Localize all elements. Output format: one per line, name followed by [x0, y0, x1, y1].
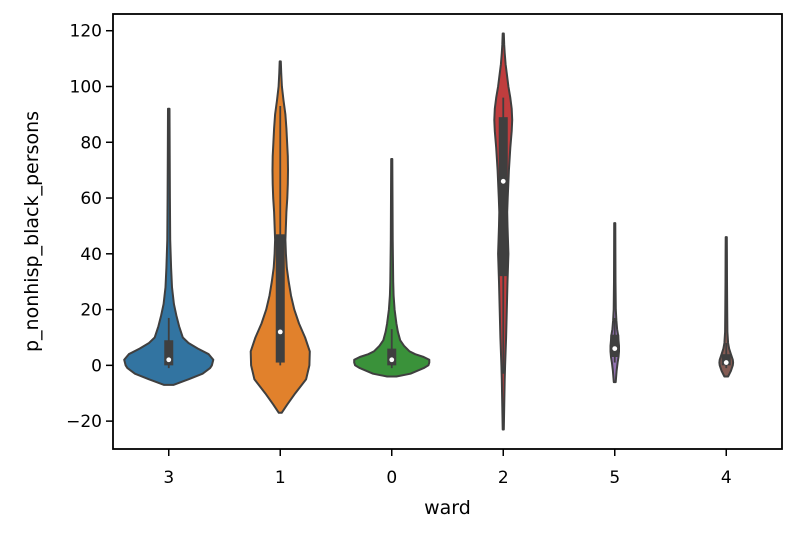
x-axis-label: ward: [424, 497, 471, 519]
y-axis-ticks: −20 0 20 40 60 80 100 120: [66, 22, 113, 432]
violin-0: [353, 158, 431, 378]
y-tick-label: 60: [80, 189, 102, 209]
violin-body: [353, 158, 431, 378]
violin-iqr-box: [610, 334, 620, 357]
violin-median-point: [723, 360, 729, 365]
violin-iqr-box: [721, 354, 731, 366]
violin-body: [718, 236, 735, 378]
violin-median-point: [612, 346, 618, 352]
violin-median-point: [500, 178, 506, 184]
violins-group: [123, 32, 735, 431]
violin-iqr-box: [275, 234, 285, 363]
y-tick-label: 20: [80, 301, 102, 321]
x-tick-label: 2: [498, 468, 509, 488]
y-tick-label: 0: [91, 356, 102, 376]
violin-body: [123, 107, 215, 386]
violin-1: [249, 60, 311, 414]
violin-median-point: [277, 329, 283, 335]
y-tick-label: 40: [80, 245, 102, 265]
plot-background: [113, 14, 782, 449]
y-tick-label: 120: [70, 22, 102, 42]
x-tick-label: 1: [275, 468, 286, 488]
violin-3: [123, 107, 215, 386]
violin-iqr-box: [387, 348, 397, 366]
violin-5: [609, 222, 620, 384]
y-tick-label: −20: [66, 412, 102, 432]
y-axis-label: p_nonhisp_black_persons: [21, 111, 43, 352]
violin-4: [718, 236, 735, 378]
plot-frame: [112, 13, 783, 450]
y-tick-label: 80: [80, 133, 102, 153]
x-tick-label: 5: [609, 468, 620, 488]
violin-iqr-box: [164, 340, 174, 366]
violin-median-point: [389, 357, 395, 363]
x-tick-label: 0: [386, 468, 397, 488]
y-tick-label: 100: [70, 78, 102, 98]
violin-median-point: [166, 357, 172, 363]
x-tick-label: 4: [721, 468, 732, 488]
violin-iqr-box: [498, 117, 508, 277]
x-tick-label: 3: [163, 468, 174, 488]
violin-2: [493, 32, 514, 431]
x-axis-ticks: 3 1 0 2 5 4: [163, 449, 732, 488]
